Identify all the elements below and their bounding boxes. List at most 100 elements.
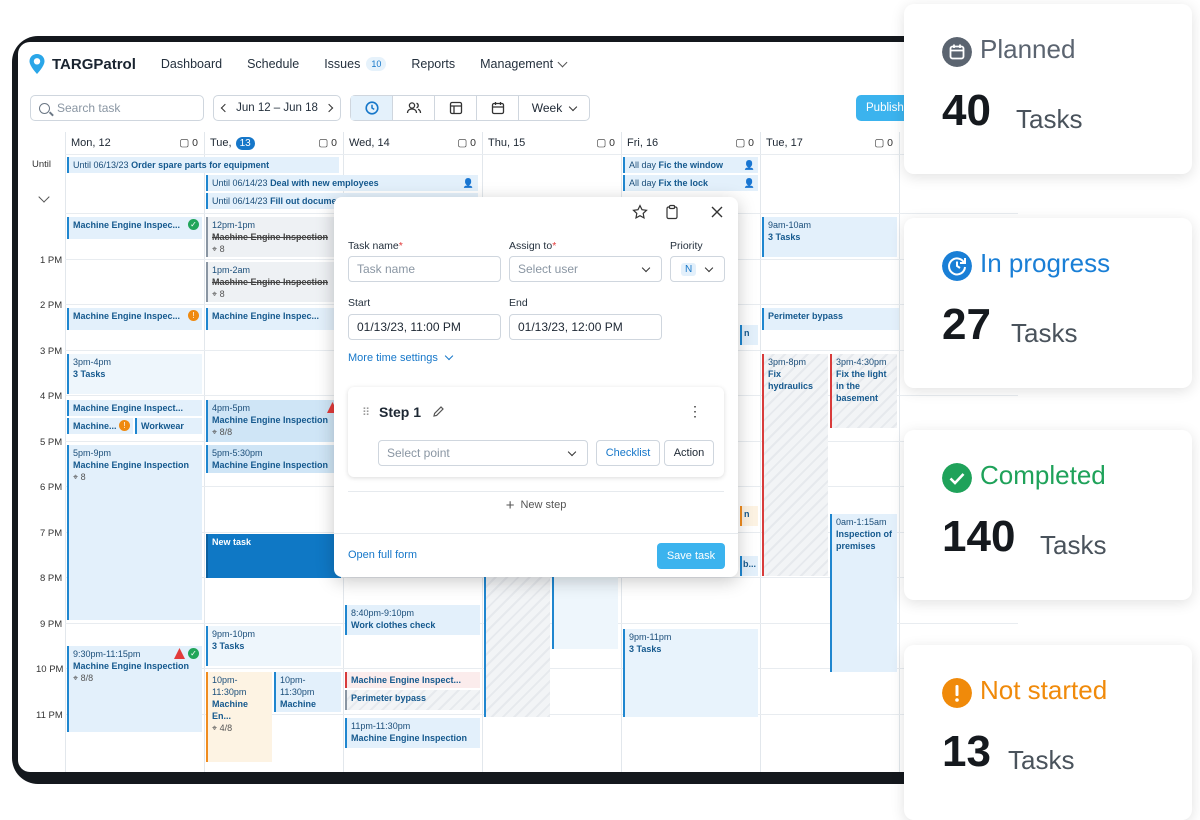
nav-issues[interactable]: Issues 10: [324, 57, 387, 71]
event-card[interactable]: 5pm-9pm Machine Engine Inspection ⌖ 8: [67, 445, 202, 620]
event-card[interactable]: 3pm-4:30pm Fix the light in the basement: [830, 354, 897, 428]
nav-reports[interactable]: Reports: [411, 57, 455, 71]
more-vertical-icon[interactable]: ⋮: [688, 403, 702, 419]
event-card-fragment[interactable]: n: [740, 506, 758, 526]
event-card[interactable]: Machine Engine Inspec...: [206, 308, 341, 330]
event-points: ⌖ 4/8: [212, 723, 233, 733]
event-card[interactable]: Perimeter bypass: [762, 308, 899, 330]
event-card-fragment[interactable]: n: [740, 325, 758, 345]
event-card[interactable]: 4pm-5pm Machine Engine Inspection ⌖ 8/8: [206, 400, 341, 442]
app-logo[interactable]: TARGPatrol: [28, 53, 136, 75]
end-datetime-input[interactable]: 01/13/23, 12:00 PM: [509, 314, 662, 340]
event-card[interactable]: Workwear c...: [135, 418, 202, 434]
assign-user-select[interactable]: Select user: [509, 256, 662, 282]
event-title: n: [744, 509, 750, 519]
next-week-icon[interactable]: [324, 103, 334, 113]
event-title: b...: [743, 559, 756, 569]
event-card[interactable]: 8:40pm-9:10pm Work clothes check: [345, 605, 480, 635]
day-header-mon[interactable]: Mon, 12 ▢ 0: [65, 132, 204, 154]
event-card[interactable]: Machine Engine Inspect...: [345, 672, 480, 688]
event-card[interactable]: 5pm-5:30pm Machine Engine Inspection: [206, 445, 341, 473]
step-title: Step 1: [379, 404, 422, 420]
event-card[interactable]: [484, 577, 550, 717]
event-card[interactable]: Machine...!: [67, 418, 133, 434]
chevron-down-icon: [704, 263, 714, 273]
event-card[interactable]: 10pm-11:30pm Machine En...: [274, 672, 341, 712]
day-header-wed[interactable]: Wed, 14 ▢ 0: [343, 132, 482, 154]
event-title: 3 Tasks: [73, 369, 106, 379]
event-card[interactable]: 9:30pm-11:15pm Machine Engine Inspection ⌖…: [67, 646, 202, 732]
event-card[interactable]: Machine Engine Inspec...!: [67, 308, 202, 330]
event-card[interactable]: 1pm-2am Machine Engine Inspection ⌖ 8: [206, 262, 341, 302]
search-input[interactable]: Search task: [30, 95, 204, 121]
event-card[interactable]: 11pm-11:30pm Machine Engine Inspection: [345, 718, 480, 748]
nav-management[interactable]: Management: [480, 57, 568, 71]
day-header-tue[interactable]: Tue, 13 ▢ 0: [204, 132, 343, 154]
stat-title: Planned: [980, 34, 1076, 64]
event-card[interactable]: 3pm-8pm Fix hydraulics: [762, 354, 828, 576]
edit-pencil-icon[interactable]: [432, 405, 445, 418]
issues-count-badge: 10: [366, 57, 387, 71]
collapse-allday-icon[interactable]: [38, 191, 50, 203]
new-step-button[interactable]: + New step: [334, 497, 738, 514]
input-value: 01/13/23, 11:00 PM: [357, 320, 461, 334]
close-icon[interactable]: [711, 206, 723, 218]
event-card-fragment[interactable]: b...: [740, 556, 758, 576]
task-name-input[interactable]: Task name: [348, 256, 501, 282]
view-period-select[interactable]: Week: [519, 96, 589, 120]
prev-week-icon[interactable]: [220, 103, 230, 113]
day-header-thu[interactable]: Thu, 15 ▢ 0: [482, 132, 621, 154]
view-users-button[interactable]: [393, 96, 435, 120]
drag-handle-icon[interactable]: ⠿: [362, 407, 371, 419]
location-pin-icon: [29, 54, 45, 74]
event-points: ⌖ 8: [73, 472, 86, 482]
clipboard-icon[interactable]: [664, 204, 680, 220]
time-label: 4 PM: [40, 391, 63, 402]
event-card-new[interactable]: New task: [206, 534, 341, 578]
event-title: n: [744, 328, 750, 338]
open-full-form-link[interactable]: Open full form: [348, 549, 418, 561]
event-card[interactable]: 0am-1:15am Inspection of premises: [830, 514, 897, 672]
event-card[interactable]: [552, 577, 618, 649]
event-title: 3 Tasks: [768, 232, 801, 242]
event-title: Workwear c...: [141, 421, 184, 434]
day-header-fri[interactable]: Fri, 16 ▢ 0: [621, 132, 760, 154]
today-badge: 13: [235, 136, 255, 150]
event-group[interactable]: 9pm-10pm 3 Tasks: [206, 626, 341, 666]
event-card[interactable]: Machine Engine Inspec... ✓: [67, 217, 202, 239]
event-card[interactable]: 12pm-1pm Machine Engine Inspection ⌖ 8: [206, 217, 341, 257]
event-title: Machine Engine Inspect...: [351, 675, 462, 685]
event-card[interactable]: Machine Engine Inspect...: [67, 400, 202, 416]
event-group[interactable]: 3pm-4pm 3 Tasks: [67, 354, 202, 394]
view-calendar-button[interactable]: [477, 96, 519, 120]
allday-event[interactable]: All day Fic the window 👤: [623, 157, 758, 173]
nav-schedule[interactable]: Schedule: [247, 57, 299, 71]
day-header-tue17[interactable]: Tue, 17 ▢ 0: [760, 132, 899, 154]
select-point-dropdown[interactable]: Select point: [378, 440, 588, 466]
view-time-button[interactable]: [351, 96, 393, 120]
allday-event[interactable]: All day Fix the lock 👤: [623, 175, 758, 191]
nav-dashboard[interactable]: Dashboard: [161, 57, 222, 71]
view-table-button[interactable]: [435, 96, 477, 120]
event-group[interactable]: 9pm-11pm 3 Tasks: [623, 629, 758, 717]
event-title: Deal with new employees: [270, 178, 379, 188]
event-group[interactable]: 9am-10am 3 Tasks: [762, 217, 897, 257]
stat-card-planned: Planned 40 Tasks: [904, 4, 1192, 174]
checklist-button[interactable]: Checklist: [596, 440, 660, 466]
allday-event[interactable]: Until 06/13/23 Order spare parts for equ…: [67, 157, 339, 173]
event-card[interactable]: 10pm-11:30pm Machine En... ⌖ 4/8: [206, 672, 272, 762]
event-title: Machine Engine Inspection: [351, 733, 468, 743]
star-icon[interactable]: [632, 204, 648, 220]
priority-select[interactable]: N: [670, 256, 725, 282]
event-title: Machine Engine Inspec...: [73, 220, 181, 230]
points-value: 8/8: [80, 673, 94, 683]
more-time-settings-link[interactable]: More time settings: [348, 351, 454, 364]
date-range-picker[interactable]: Jun 12 – Jun 18: [213, 95, 341, 121]
event-card[interactable]: Perimeter bypass: [345, 690, 480, 710]
action-button[interactable]: Action: [664, 440, 714, 466]
start-datetime-input[interactable]: 01/13/23, 11:00 PM: [348, 314, 501, 340]
stat-count: 27: [942, 300, 991, 349]
allday-event[interactable]: Until 06/14/23 Deal with new employees 👤: [206, 175, 478, 191]
event-prefix: All day: [629, 160, 657, 170]
save-task-button[interactable]: Save task: [657, 543, 725, 569]
